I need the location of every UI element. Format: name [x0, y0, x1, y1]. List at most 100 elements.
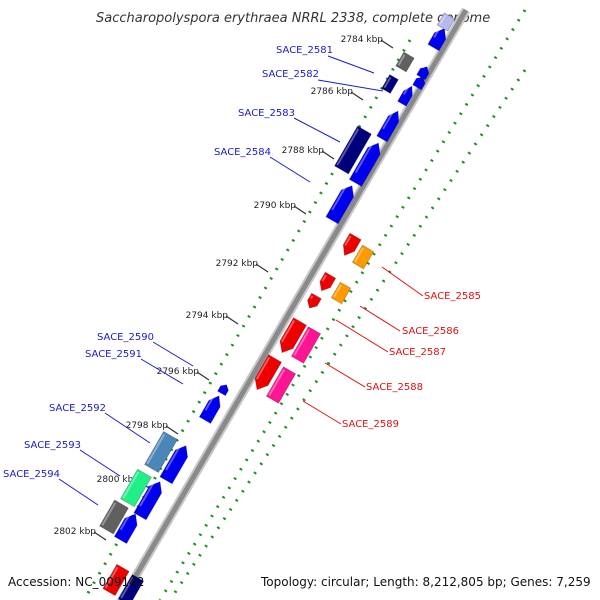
gene-arrow-sace-2590-highlight	[222, 383, 225, 386]
gene-arrow-sace-2592-highlight	[146, 433, 166, 465]
summary-label: Topology: circular; Length: 8,212,805 bp…	[260, 575, 591, 589]
gene-label-sace-2592: SACE_2592	[49, 403, 106, 414]
leader-line	[381, 266, 424, 297]
gene-arrow-small-blue-2	[412, 76, 426, 91]
gene-arrow-blue-2802-highlight	[119, 512, 132, 531]
gene-arrow-sace-2589-body	[265, 366, 297, 404]
gene-arrow-red-2795	[279, 317, 308, 354]
gene-arrow-blue-2801	[133, 480, 163, 521]
gene-arrow-sace-2593-highlight	[122, 471, 140, 499]
kbp-label: 2796 kbp	[157, 367, 200, 377]
gene-arrow-orange-1-highlight	[354, 247, 364, 263]
kbp-label: 2802 kbp	[54, 527, 97, 537]
gene-arrow-top-lavender-highlight	[439, 15, 446, 25]
gene-arrow-sace-2591-body	[198, 395, 221, 424]
gene-arrow-blue-2787-body	[376, 110, 400, 143]
gene-label-sace-2584: SACE_2584	[214, 147, 271, 158]
gene-arrow-red-2797-highlight	[255, 356, 271, 380]
leader-line	[79, 449, 121, 477]
kbp-label: 2798 kbp	[126, 421, 169, 431]
gene-arrow-top-lavender	[436, 12, 456, 32]
gene-arrow-sace-2584	[325, 184, 355, 225]
gene-arrow-sace-2587-highlight	[310, 295, 314, 300]
gene-arrow-red-2797-body	[254, 354, 283, 391]
gene-arrow-blue-2800-highlight	[165, 444, 182, 471]
gene-arrow-red-2795-highlight	[280, 319, 296, 343]
gene-arrow-top-lavender-body	[436, 12, 456, 32]
gene-arrow-sace-2582	[381, 74, 399, 94]
gene-arrow-sace-2590-body	[217, 384, 229, 397]
kbp-ticks: 2784 kbp 2786 kbp 2788 kbp 2790 kbp 2792 kbp…	[54, 35, 394, 541]
gene-arrow-small-blue-1	[416, 66, 430, 81]
kbp-tick	[321, 150, 335, 160]
gene-arrow-sace-2592	[144, 430, 178, 474]
gene-arrow-sace-2594-highlight	[101, 502, 117, 526]
gene-arrow-blue-2789	[348, 141, 381, 187]
leader-line	[152, 341, 194, 367]
gene-arrow-sace-2581-highlight	[397, 54, 406, 66]
gene-arrow-bottom-navy-highlight	[120, 576, 134, 599]
gene-arrow-small-blue-1-body	[416, 66, 430, 81]
leader-line	[269, 156, 311, 183]
gene-arrow-sace-2586-body	[330, 281, 352, 305]
gene-label-sace-2594: SACE_2594	[3, 469, 60, 480]
gene-arrow-sace-2585	[342, 232, 362, 257]
gene-arrow-bottom-navy-body	[117, 574, 145, 600]
gene-arrow-blue-2787	[376, 110, 400, 143]
gene-arrow-bottom-red-highlight	[104, 566, 119, 589]
kbp-label: 2786 kbp	[311, 87, 354, 97]
gene-arrow-sace-2586-highlight	[333, 284, 342, 298]
leader-line	[317, 79, 384, 92]
leader-line	[359, 305, 401, 332]
gene-arrow-orange-1	[351, 244, 375, 270]
gene-arrow-blue-2800-body	[159, 445, 189, 485]
gene-arrow-sace-2592-body	[144, 430, 178, 474]
gene-arrow-red-2797	[254, 354, 283, 391]
gene-label-sace-2587: SACE_2587	[389, 347, 446, 358]
gene-label-sace-2588: SACE_2588	[366, 382, 423, 393]
gene-arrow-sace-2583-highlight	[336, 128, 360, 166]
leader-line	[293, 117, 341, 143]
gene-label-sace-2582: SACE_2582	[262, 69, 319, 80]
gene-arrow-orange-1-body	[351, 244, 375, 270]
gene-arrow-top-blue	[427, 27, 447, 52]
gene-arrow-sace-2588	[290, 326, 322, 364]
gene-arrow-sace-2593	[120, 468, 152, 508]
kbp-tick	[165, 425, 179, 435]
gene-arrow-blue-2786-body	[397, 85, 413, 107]
gene-arrow-red-2793-body	[319, 271, 337, 292]
gene-label-sace-2583: SACE_2583	[238, 108, 295, 119]
gene-label-sace-2589: SACE_2589	[342, 419, 399, 430]
gene-arrow-blue-2802	[113, 512, 138, 545]
gene-arrow-sace-2591	[198, 394, 221, 424]
kbp-tick	[196, 371, 210, 381]
kbp-label: 2788 kbp	[282, 146, 325, 156]
kbp-tick	[350, 91, 364, 101]
gene-arrow-blue-2801-highlight	[139, 480, 156, 507]
gene-arrow-sace-2584-highlight	[331, 184, 348, 211]
gene-arrow-sace-2589-highlight	[268, 369, 286, 396]
gene-arrow-sace-2585-highlight	[344, 235, 352, 246]
accession-label: Accession: NC_009142	[8, 575, 144, 589]
gene-arrow-bottom-navy	[117, 574, 145, 600]
gene-arrow-top-blue-body	[427, 27, 447, 52]
gene-arrow-sace-2581	[395, 51, 415, 73]
gene-arrows	[99, 12, 456, 600]
gene-label-sace-2586: SACE_2586	[402, 326, 459, 337]
gene-arrow-sace-2584-body	[325, 185, 355, 225]
gene-label-sace-2581: SACE_2581	[276, 45, 333, 56]
gene-arrow-small-blue-2-body	[412, 76, 426, 91]
gene-label-sace-2593: SACE_2593	[24, 440, 81, 451]
gene-label-sace-2591: SACE_2591	[85, 349, 142, 360]
kbp-tick	[225, 315, 239, 325]
kbp-label: 2790 kbp	[254, 201, 297, 211]
backbone	[116, 7, 470, 600]
dotted-track-2	[158, 9, 527, 600]
gene-arrow-sace-2585-body	[342, 232, 362, 257]
gene-arrow-sace-2587	[307, 292, 322, 309]
kbp-tick	[93, 531, 107, 541]
gene-arrow-blue-2789-body	[348, 142, 381, 187]
gene-arrow-blue-2787-highlight	[382, 110, 395, 130]
